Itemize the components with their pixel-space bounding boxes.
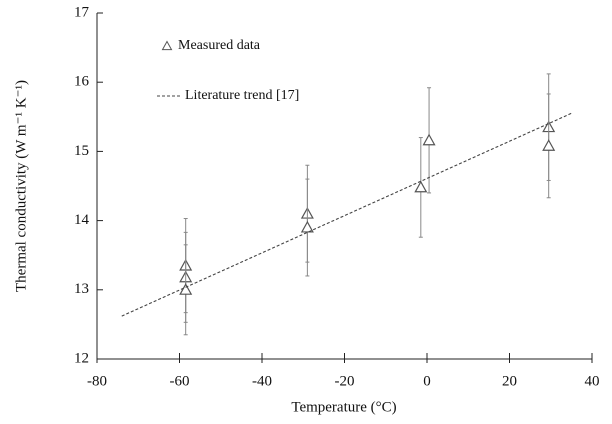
y-tick-label: 13 <box>74 281 89 297</box>
x-tick-label: -20 <box>335 373 355 389</box>
trend-line <box>121 112 572 317</box>
x-tick-label: -40 <box>252 373 272 389</box>
legend-label: Measured data <box>178 38 261 53</box>
x-axis-title: Temperature (°C) <box>291 399 396 415</box>
legend-marker <box>161 40 173 51</box>
x-tick-label: 40 <box>585 373 600 389</box>
y-tick-label: 15 <box>74 143 89 159</box>
legend-label: Literature trend [17] <box>185 88 299 103</box>
data-point <box>542 139 556 151</box>
y-axis-title: Thermal conductivity (W m⁻¹ K⁻¹) <box>13 80 29 292</box>
x-tick-label: -80 <box>87 373 107 389</box>
data-point <box>300 220 314 233</box>
data-point <box>422 133 436 146</box>
y-tick-label: 12 <box>74 350 89 366</box>
data-point <box>179 283 193 295</box>
y-tick-label: 17 <box>74 4 90 20</box>
x-tick-label: -60 <box>170 373 190 389</box>
x-tick-label: 0 <box>423 373 431 389</box>
data-point <box>414 180 428 193</box>
x-tick-label: 20 <box>502 373 517 389</box>
y-tick-label: 14 <box>74 212 90 228</box>
y-tick-label: 16 <box>74 74 90 90</box>
